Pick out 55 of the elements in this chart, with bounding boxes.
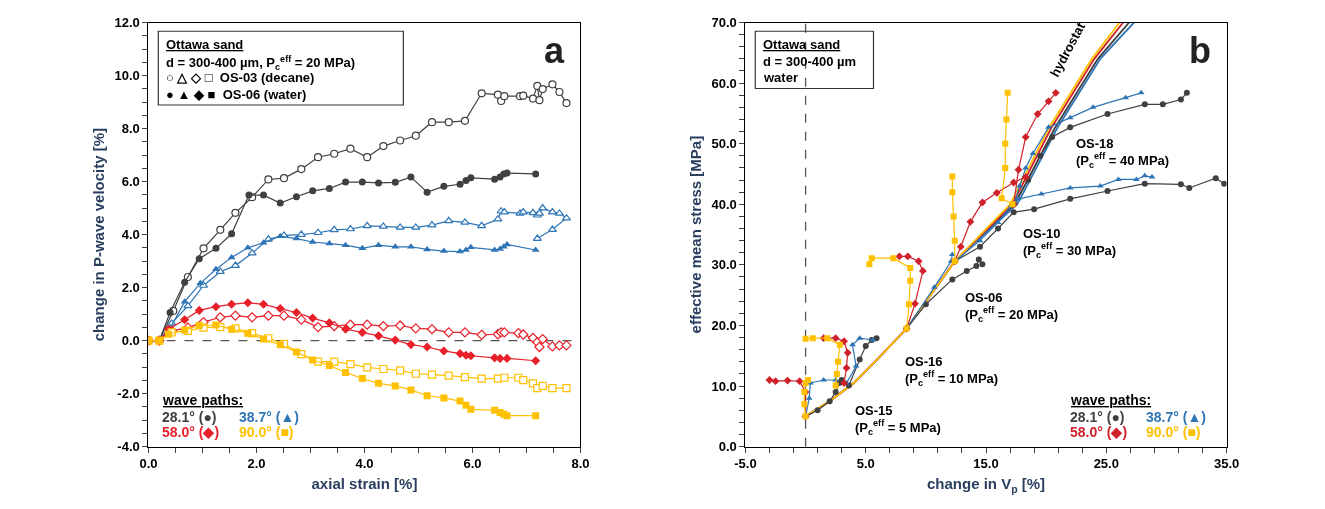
x-axis-title: change in V$_{p}$ [%]	[926, 475, 1046, 495]
annotation: d = 300-400 µm, P$_{c}$$^{eff}$ = 20 MPa)	[166, 54, 356, 73]
x-tick-label: -5.0	[734, 456, 757, 472]
annotation: OS-16 (P$_{c}$$^{eff}$ = 10 MPa)	[905, 354, 999, 388]
text: 58.0° (◆)	[1070, 424, 1128, 440]
y-tick-label: 20.0	[711, 318, 737, 334]
y-tick-label: 8.0	[121, 121, 140, 137]
x-tick-label: 0.0	[139, 456, 158, 472]
text: 90.0° (■)	[239, 424, 294, 440]
annotation: OS-18 (P$_{c}$$^{eff}$ = 40 MPa)	[1076, 136, 1170, 170]
y-tick-label: -4.0	[117, 439, 140, 455]
annotation: OS-06 (P$_{c}$$^{eff}$ = 20 MPa)	[965, 290, 1059, 324]
y-tick-label: 70.0	[711, 15, 737, 31]
y-tick-label: 0.0	[718, 439, 737, 455]
x-tick-label: 35.0	[1213, 456, 1240, 472]
y-tick-label: 50.0	[711, 136, 737, 152]
y-tick-label: 4.0	[121, 227, 140, 243]
y-tick-label: -2.0	[117, 386, 140, 402]
annotation: water	[763, 70, 798, 85]
chart-title: a	[544, 30, 565, 71]
x-tick-label: 25.0	[1093, 456, 1119, 472]
y-tick-label: 6.0	[121, 174, 140, 190]
text: 28.1° (●)	[1070, 409, 1125, 425]
annotation: OS-10 (P$_{c}$$^{eff}$ = 30 MPa)	[1023, 226, 1117, 260]
annotation: Ottawa sand	[166, 37, 244, 52]
text: 38.7° (▲)	[1146, 409, 1206, 425]
x-tick-label: 4.0	[355, 456, 374, 472]
annotation: Ottawa sand	[763, 37, 841, 52]
y-tick-label: 40.0	[711, 196, 737, 212]
y-tick-label: 2.0	[121, 280, 140, 296]
y-tick-label: 60.0	[711, 75, 737, 91]
legend-title: wave paths:	[1070, 392, 1152, 408]
text: 28.1° (●)	[162, 409, 217, 425]
x-tick-label: 6.0	[463, 456, 482, 472]
y-tick-label: 10.0	[114, 68, 140, 84]
y-tick-label: 0.0	[121, 333, 140, 349]
x-tick-label: 2.0	[247, 456, 266, 472]
annotation: ● ▲ ◆ ■ OS-06 (water)	[166, 87, 307, 102]
legend-title: wave paths:	[162, 392, 244, 408]
chart-title: b	[1189, 30, 1211, 71]
y-axis-title: effective mean stress [MPa]	[686, 135, 704, 334]
text: 38.7° (▲)	[239, 409, 299, 425]
y-tick-label: 10.0	[711, 378, 737, 394]
x-tick-label: 8.0	[571, 456, 590, 472]
y-tick-label: 12.0	[114, 15, 140, 31]
text: 90.0° (■)	[1146, 424, 1201, 440]
annotation: ○ △ ◇ □ OS-03 (decane)	[166, 70, 315, 85]
annotation: OS-15 (P$_{c}$$^{eff}$ = 5 MPa)	[855, 403, 941, 437]
x-tick-label: 5.0	[856, 456, 875, 472]
annotation: d = 300-400 µm	[763, 54, 857, 69]
text: 58.0° (◆)	[162, 424, 220, 440]
x-axis-title: axial strain [%]	[311, 475, 418, 493]
y-tick-label: 30.0	[711, 257, 737, 273]
x-tick-label: 15.0	[973, 456, 999, 472]
y-axis-title: change in P-wave velocity [%]	[89, 127, 107, 342]
